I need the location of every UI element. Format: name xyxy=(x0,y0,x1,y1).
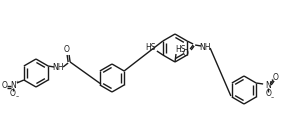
Text: HS: HS xyxy=(176,46,186,55)
Text: NH: NH xyxy=(199,43,211,51)
Text: $^+$: $^+$ xyxy=(15,81,21,86)
Text: O: O xyxy=(272,74,278,82)
Text: O: O xyxy=(265,89,271,98)
Text: $^-$: $^-$ xyxy=(270,95,276,100)
Text: N: N xyxy=(265,81,271,89)
Text: O: O xyxy=(182,50,188,58)
Text: HS: HS xyxy=(146,43,156,51)
Text: N: N xyxy=(10,81,16,91)
Text: $^-$: $^-$ xyxy=(15,95,21,100)
Text: O: O xyxy=(63,46,69,55)
Text: $^+$: $^+$ xyxy=(270,79,276,84)
Text: NH: NH xyxy=(52,63,64,72)
Text: O: O xyxy=(10,88,16,98)
Text: O: O xyxy=(2,81,8,91)
